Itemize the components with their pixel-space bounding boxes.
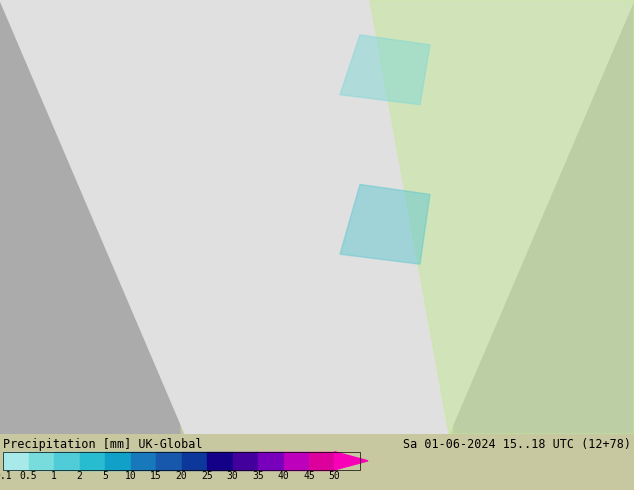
- Text: 20: 20: [176, 471, 188, 481]
- Text: 50: 50: [328, 471, 340, 481]
- Bar: [283, 452, 309, 470]
- Text: 15: 15: [150, 471, 162, 481]
- Bar: [207, 452, 233, 470]
- Text: 2: 2: [77, 471, 82, 481]
- Bar: [131, 452, 156, 470]
- Bar: [79, 452, 105, 470]
- Bar: [54, 452, 79, 470]
- Polygon shape: [340, 184, 430, 264]
- Polygon shape: [0, 0, 180, 434]
- Bar: [3, 452, 360, 470]
- Polygon shape: [454, 0, 634, 434]
- Polygon shape: [370, 0, 634, 434]
- Text: 1: 1: [51, 471, 57, 481]
- Text: 10: 10: [125, 471, 136, 481]
- Text: 5: 5: [102, 471, 108, 481]
- Text: 0.1: 0.1: [0, 471, 12, 481]
- Polygon shape: [340, 35, 430, 105]
- Text: 35: 35: [252, 471, 264, 481]
- Bar: [309, 452, 335, 470]
- Text: 45: 45: [303, 471, 315, 481]
- Text: 30: 30: [226, 471, 238, 481]
- Text: 25: 25: [201, 471, 213, 481]
- Bar: [233, 452, 258, 470]
- Text: Precipitation [mm] UK-Global: Precipitation [mm] UK-Global: [3, 438, 202, 451]
- Bar: [258, 452, 283, 470]
- Text: 0.5: 0.5: [20, 471, 37, 481]
- Bar: [181, 452, 207, 470]
- Text: Sa 01-06-2024 15..18 UTC (12+78): Sa 01-06-2024 15..18 UTC (12+78): [403, 438, 631, 451]
- Polygon shape: [335, 452, 368, 470]
- Text: 40: 40: [278, 471, 289, 481]
- Polygon shape: [0, 0, 634, 434]
- Bar: [3, 452, 29, 470]
- Bar: [29, 452, 54, 470]
- Bar: [105, 452, 131, 470]
- Bar: [156, 452, 181, 470]
